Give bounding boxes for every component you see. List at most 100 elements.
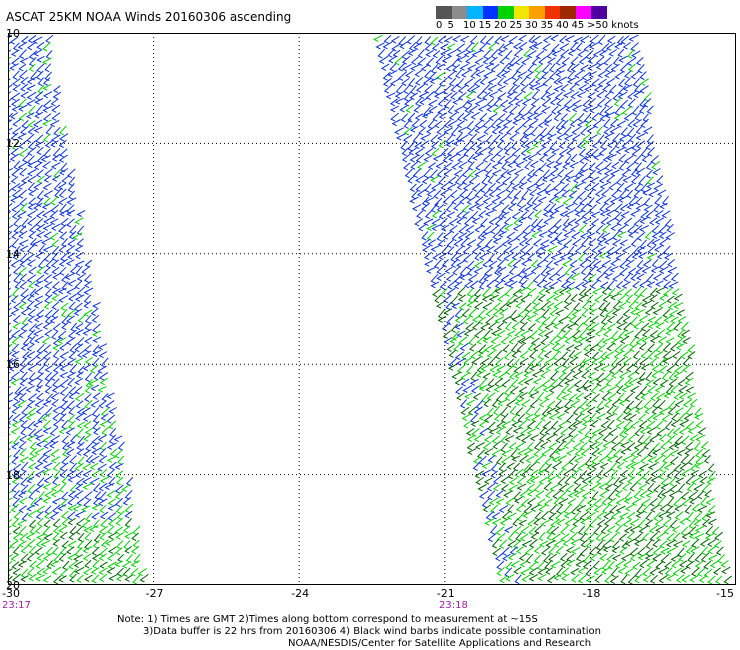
wind-barb — [639, 71, 647, 80]
wind-barb — [515, 504, 524, 513]
wind-barb — [639, 559, 648, 569]
wind-barb — [488, 356, 496, 367]
wind-barb — [501, 378, 511, 388]
wind-barb — [609, 504, 618, 514]
wind-barb — [409, 85, 417, 95]
wind-barb — [636, 476, 644, 485]
wind-barb — [424, 210, 433, 220]
wind-barb — [442, 153, 452, 163]
wind-barb — [59, 266, 67, 276]
wind-barb — [390, 35, 400, 44]
wind-barb — [92, 336, 102, 344]
wind-barb — [577, 190, 586, 200]
wind-barb — [694, 525, 705, 533]
wind-barb — [81, 519, 91, 529]
wind-barb — [84, 427, 94, 435]
wind-barb — [509, 371, 517, 380]
wind-barb — [27, 169, 37, 177]
wind-barb — [527, 105, 535, 115]
wind-barb — [550, 379, 559, 388]
wind-barb — [491, 399, 499, 408]
wind-barb — [643, 204, 653, 213]
wind-barb — [618, 329, 627, 340]
wind-barb — [590, 279, 599, 290]
wind-barb — [507, 552, 517, 561]
wind-barb — [705, 498, 715, 506]
wind-barb — [466, 120, 474, 131]
wind-barb — [608, 365, 618, 374]
wind-barb — [477, 104, 488, 112]
wind-barb — [608, 182, 618, 191]
wind-barb — [50, 456, 61, 464]
wind-barb — [579, 435, 588, 444]
wind-barb — [67, 183, 75, 193]
wind-barb — [647, 482, 655, 493]
wind-barb — [139, 573, 149, 583]
wind-barb — [11, 126, 21, 136]
wind-barb — [36, 190, 44, 200]
wind-barb — [598, 147, 607, 156]
wind-barb — [610, 258, 619, 267]
wind-barb — [646, 105, 654, 115]
wind-barb — [571, 308, 582, 318]
wind-barb — [652, 448, 662, 456]
wind-barb — [76, 286, 86, 296]
wind-barb — [438, 139, 447, 149]
wind-barb — [649, 217, 658, 226]
wind-barb — [518, 41, 528, 51]
wind-barb — [570, 272, 581, 281]
wind-barb — [680, 435, 690, 445]
wind-barb — [68, 406, 76, 416]
wind-barb — [642, 532, 650, 541]
wind-barb — [115, 531, 125, 540]
wind-barb — [20, 477, 28, 487]
wind-barb — [585, 398, 595, 408]
wind-barb — [524, 413, 534, 421]
wind-barb — [678, 412, 687, 422]
wind-barb — [548, 273, 557, 281]
wind-barb — [391, 119, 401, 127]
wind-barb — [99, 504, 107, 514]
wind-barb — [606, 175, 615, 184]
wind-barb — [500, 336, 510, 345]
wind-barb — [84, 259, 93, 268]
wind-barb — [569, 259, 578, 268]
wind-barb — [641, 295, 652, 303]
wind-barb — [644, 406, 653, 415]
wind-barb — [404, 168, 413, 179]
wind-barb — [603, 56, 612, 66]
wind-barb — [555, 309, 565, 316]
wind-barb — [12, 413, 21, 423]
wind-barb — [626, 127, 635, 138]
wind-barb — [591, 357, 601, 365]
wind-barb — [505, 182, 513, 193]
wind-barb — [637, 547, 646, 556]
wind-barb — [676, 335, 686, 346]
wind-barb — [557, 378, 566, 388]
wind-barb — [505, 300, 515, 308]
wind-barb — [663, 288, 673, 297]
wind-barb — [436, 232, 444, 242]
legend-label: 10 — [463, 20, 476, 31]
wind-barb — [533, 448, 543, 458]
wind-barb — [615, 420, 625, 429]
wind-barb — [517, 377, 527, 386]
wind-barb — [610, 469, 618, 480]
wind-barb — [20, 426, 27, 436]
wind-barb — [511, 420, 521, 428]
wind-barb — [469, 133, 478, 144]
wind-barb — [489, 525, 498, 535]
wind-barb — [407, 49, 417, 57]
wind-barb — [637, 519, 646, 529]
wind-barb — [621, 281, 631, 289]
wind-barb — [99, 573, 108, 583]
wind-barb — [468, 308, 477, 318]
wind-barb — [485, 384, 495, 393]
wind-barb — [58, 188, 67, 198]
wind-barb — [615, 253, 625, 261]
wind-barb — [681, 498, 691, 507]
wind-barb — [602, 504, 610, 514]
wind-barb — [496, 365, 506, 373]
wind-barb — [588, 134, 598, 142]
wind-barb — [12, 533, 21, 541]
